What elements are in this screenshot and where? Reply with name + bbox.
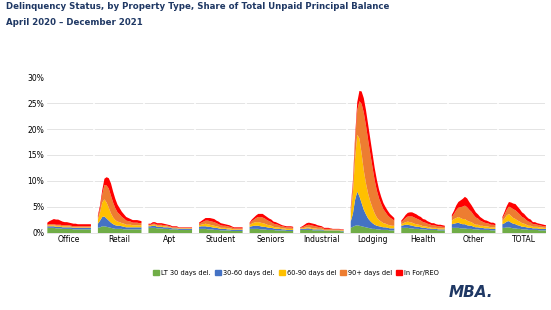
Text: April 2020 – December 2021: April 2020 – December 2021 xyxy=(6,18,142,27)
Legend: LT 30 days del., 30-60 days del., 60-90 days del, 90+ days del, In For/REO: LT 30 days del., 30-60 days del., 60-90 … xyxy=(150,267,442,278)
Text: Delinquency Status, by Property Type, Share of Total Unpaid Principal Balance: Delinquency Status, by Property Type, Sh… xyxy=(6,2,389,11)
Text: © MBA 2021   7: © MBA 2021 7 xyxy=(185,290,234,295)
Text: Source: MBA: Source: MBA xyxy=(6,290,45,295)
Text: MBA.: MBA. xyxy=(449,285,493,300)
